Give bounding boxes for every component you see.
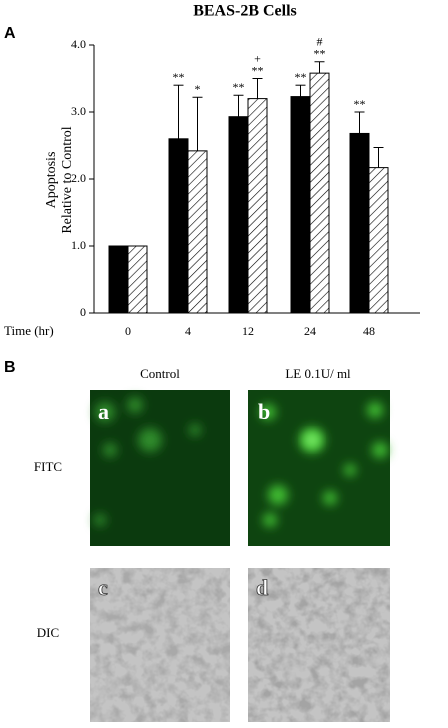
image-a	[90, 390, 230, 546]
bar	[127, 245, 148, 314]
x-tick-label: 4	[185, 324, 191, 338]
panel-label: A	[4, 25, 16, 42]
y-tick-label: 2.0	[71, 171, 86, 185]
annotation: **	[233, 80, 245, 94]
bar	[228, 116, 249, 314]
bar	[368, 167, 389, 314]
bar	[309, 72, 330, 314]
annotation: **	[173, 70, 185, 84]
image-c	[90, 568, 230, 722]
panel-letter: b	[258, 399, 270, 424]
bar	[247, 98, 268, 314]
image-d	[248, 568, 390, 722]
x-tick-label: 12	[242, 324, 254, 338]
annotation: **	[314, 47, 326, 61]
column-header: Control	[140, 366, 180, 381]
x-tick-label: 48	[363, 324, 375, 338]
panel-letter: a	[98, 399, 109, 424]
bar	[108, 245, 129, 314]
bar	[187, 150, 208, 314]
bar	[290, 96, 311, 314]
y-tick-label: 3.0	[71, 104, 86, 118]
annotation: *	[195, 82, 201, 96]
bar	[168, 138, 189, 314]
annotation: **	[295, 70, 307, 84]
x-tick-label: 24	[304, 324, 316, 338]
row-label: DIC	[37, 625, 59, 640]
image-b	[248, 390, 390, 546]
annotation: **	[354, 97, 366, 111]
y-tick-label: 1.0	[71, 238, 86, 252]
y-tick-label: 0	[80, 305, 86, 319]
chart-title: BEAS-2B Cells	[193, 3, 297, 20]
y-label-line: Relative to Control	[60, 126, 75, 233]
y-label: Apoptosis Relative to Control	[44, 126, 75, 233]
annotation: #	[317, 35, 323, 49]
panel-letter: d	[256, 575, 268, 600]
annotation: +	[254, 51, 261, 65]
y-tick-label: 4.0	[71, 37, 86, 51]
x-label: Time (hr)	[4, 323, 54, 338]
panel-label: B	[4, 359, 16, 376]
x-tick-label: 0	[125, 324, 131, 338]
y-label-line: Apoptosis	[44, 152, 59, 209]
bar	[349, 132, 370, 314]
panel-letter: c	[98, 575, 108, 600]
row-label: FITC	[34, 459, 62, 474]
annotation: **	[252, 63, 264, 77]
column-header: LE 0.1U/ ml	[285, 366, 351, 381]
